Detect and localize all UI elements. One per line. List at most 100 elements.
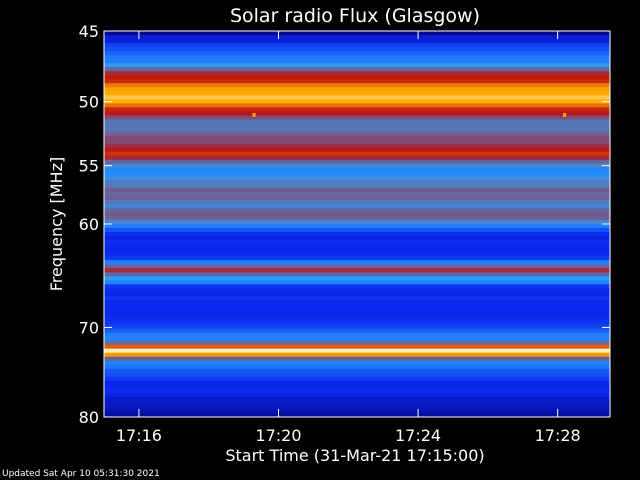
y-tick-label: 50 xyxy=(79,93,99,112)
heatmap-row xyxy=(104,107,610,113)
heatmap-row xyxy=(104,264,610,269)
spectrogram-chart: Solar radio Flux (Glasgow) 17:16 17:20 17:… xyxy=(47,5,611,465)
heatmap-row xyxy=(104,324,610,330)
heatmap-row xyxy=(104,219,610,225)
heatmap-row xyxy=(104,236,610,241)
heatmap-row xyxy=(104,240,610,245)
y-tick-label: 45 xyxy=(79,22,99,41)
heatmap-row xyxy=(104,228,610,233)
heatmap-row xyxy=(104,368,610,374)
heatmap-row xyxy=(104,103,610,108)
x-axis: 17:16 17:20 17:24 17:28 xyxy=(116,31,581,445)
x-tick-label: 17:28 xyxy=(535,426,581,445)
heatmap-row xyxy=(104,328,610,334)
burst-spike xyxy=(252,112,256,117)
heatmap-row xyxy=(104,376,610,382)
heatmap-row xyxy=(104,143,610,149)
heatmap-row xyxy=(104,163,610,169)
heatmap-row xyxy=(104,352,610,358)
heatmap-row xyxy=(104,252,610,257)
heatmap-row xyxy=(104,384,610,390)
heatmap-row xyxy=(104,175,610,181)
heatmap-row xyxy=(104,260,610,265)
heatmap-row xyxy=(104,203,610,209)
heatmap-row xyxy=(104,167,610,173)
heatmap-row xyxy=(104,151,610,157)
heatmap-row xyxy=(104,211,610,217)
heatmap-row xyxy=(104,288,610,293)
heatmap-row xyxy=(104,99,610,104)
heatmap-row xyxy=(104,71,610,76)
heatmap-row xyxy=(104,91,610,96)
heatmap-row xyxy=(104,135,610,141)
heatmap-row xyxy=(104,344,610,350)
heatmap-row xyxy=(104,207,610,213)
heatmap-row xyxy=(104,284,610,289)
heatmap-row xyxy=(104,360,610,366)
heatmap-row xyxy=(104,43,610,48)
heatmap-row xyxy=(104,292,610,297)
heatmap-row xyxy=(104,232,610,237)
heatmap-row xyxy=(104,187,610,193)
heatmap-row xyxy=(104,199,610,205)
heatmap-row xyxy=(104,79,610,84)
heatmap-row xyxy=(104,364,610,370)
heatmap-row xyxy=(104,31,610,36)
heatmap-row xyxy=(104,224,610,229)
y-tick-label: 70 xyxy=(79,318,99,337)
heatmap-row xyxy=(104,139,610,145)
heatmap-row xyxy=(104,340,610,346)
heatmap-row xyxy=(104,408,610,414)
heatmap-row xyxy=(104,380,610,386)
heatmap-row xyxy=(104,59,610,64)
heatmap-row xyxy=(104,159,610,165)
heatmap-row xyxy=(104,35,610,40)
heatmap-row xyxy=(104,372,610,378)
heatmap-row xyxy=(104,95,610,100)
heatmap-row xyxy=(104,123,610,129)
heatmap-row xyxy=(104,51,610,56)
heatmap-row xyxy=(104,308,610,314)
y-tick-label: 55 xyxy=(79,157,99,176)
heatmap-row xyxy=(104,332,610,338)
heatmap-row xyxy=(104,87,610,92)
heatmap-row xyxy=(104,119,610,125)
y-tick-label: 60 xyxy=(79,215,99,234)
heatmap-row xyxy=(104,111,610,117)
heatmap-row xyxy=(104,300,610,306)
heatmap-row xyxy=(104,392,610,398)
heatmap-row xyxy=(104,67,610,72)
heatmap-row xyxy=(104,83,610,88)
heatmap-row xyxy=(104,183,610,189)
heatmap-row xyxy=(104,147,610,153)
heatmap-row xyxy=(104,268,610,273)
heatmap-row xyxy=(104,316,610,322)
heatmap-row xyxy=(104,280,610,285)
heatmap-row xyxy=(104,215,610,221)
y-axis-label: Frequency [MHz] xyxy=(47,157,66,291)
heatmap-row xyxy=(104,256,610,261)
heatmap-row xyxy=(104,388,610,394)
heatmap-row xyxy=(104,171,610,177)
heatmap-row xyxy=(104,400,610,406)
heatmap-row xyxy=(104,75,610,80)
y-tick-label: 80 xyxy=(79,408,99,427)
heatmap-row xyxy=(104,55,610,60)
x-tick-label: 17:16 xyxy=(116,426,162,445)
heatmap-row xyxy=(104,195,610,201)
heatmap-row xyxy=(104,320,610,326)
y-axis: 45 50 55 60 70 80 xyxy=(79,22,610,427)
heatmap-row xyxy=(104,39,610,44)
heatmap-row xyxy=(104,336,610,342)
x-tick-label: 17:20 xyxy=(255,426,301,445)
burst-spike xyxy=(563,112,567,117)
heatmap-row xyxy=(104,244,610,249)
heatmap-row xyxy=(104,296,610,301)
heatmap-row xyxy=(104,248,610,253)
x-tick-label: 17:24 xyxy=(395,426,441,445)
chart-title: Solar radio Flux (Glasgow) xyxy=(230,5,480,27)
heatmap-row xyxy=(104,47,610,52)
heatmap-row xyxy=(104,348,610,354)
heatmap-row xyxy=(104,63,610,68)
